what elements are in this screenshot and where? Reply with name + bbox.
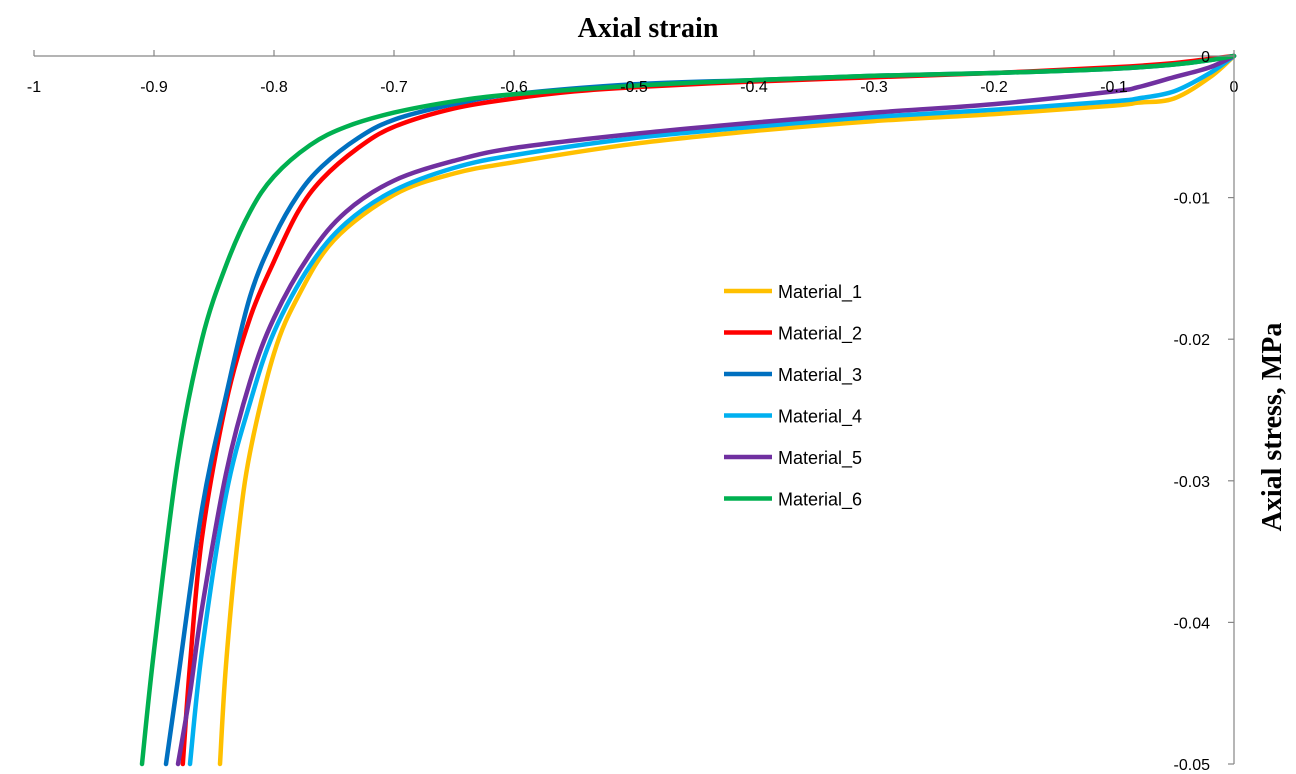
x-tick-label: -0.1 [1100, 79, 1128, 96]
legend-item: Material_3 [724, 365, 862, 386]
y-tick-label: -0.05 [1174, 757, 1211, 774]
y-axis: 0 -0.01 -0.02 -0.03 -0.04 -0.05 [1174, 49, 1235, 774]
legend-label: Material_3 [778, 365, 862, 386]
legend-label: Material_1 [778, 282, 862, 303]
series-line-3 [163, 53, 1237, 767]
x-tick-label: -1 [27, 79, 41, 96]
y-tick-label: -0.01 [1174, 191, 1211, 208]
x-tick-label: -0.6 [500, 79, 528, 96]
series-line-1 [217, 53, 1237, 767]
legend-label: Material_4 [778, 407, 862, 428]
legend-item: Material_6 [724, 490, 862, 511]
legend: Material_1 Material_2 Material_3 Material_4… [724, 282, 862, 511]
series-line-6 [139, 53, 1237, 767]
x-tick-label: -0.4 [740, 79, 768, 96]
legend-item: Material_2 [724, 324, 862, 345]
x-axis-title: Axial strain [578, 13, 719, 44]
x-tick-label: -0.7 [380, 79, 408, 96]
series-line-2 [180, 53, 1237, 767]
x-tick-label: -0.3 [860, 79, 888, 96]
series-line-5 [175, 53, 1237, 767]
legend-label: Material_2 [778, 324, 862, 345]
x-tick-label: -0.9 [140, 79, 168, 96]
x-tick-label: -0.5 [620, 79, 648, 96]
plot-lines [139, 53, 1237, 767]
y-tick-label: -0.04 [1174, 615, 1211, 632]
y-tick-label: -0.02 [1174, 332, 1211, 349]
y-tick-label: 0 [1201, 49, 1210, 66]
series-line-4 [187, 53, 1237, 767]
legend-label: Material_6 [778, 490, 862, 511]
legend-item: Material_4 [724, 407, 862, 428]
y-axis-title: Axial stress, MPa [1257, 323, 1288, 532]
x-tick-label: -0.8 [260, 79, 288, 96]
legend-label: Material_5 [778, 448, 862, 469]
x-tick-label: -0.2 [980, 79, 1008, 96]
y-tick-label: -0.03 [1174, 474, 1211, 491]
legend-item: Material_1 [724, 282, 862, 303]
legend-item: Material_5 [724, 448, 862, 469]
